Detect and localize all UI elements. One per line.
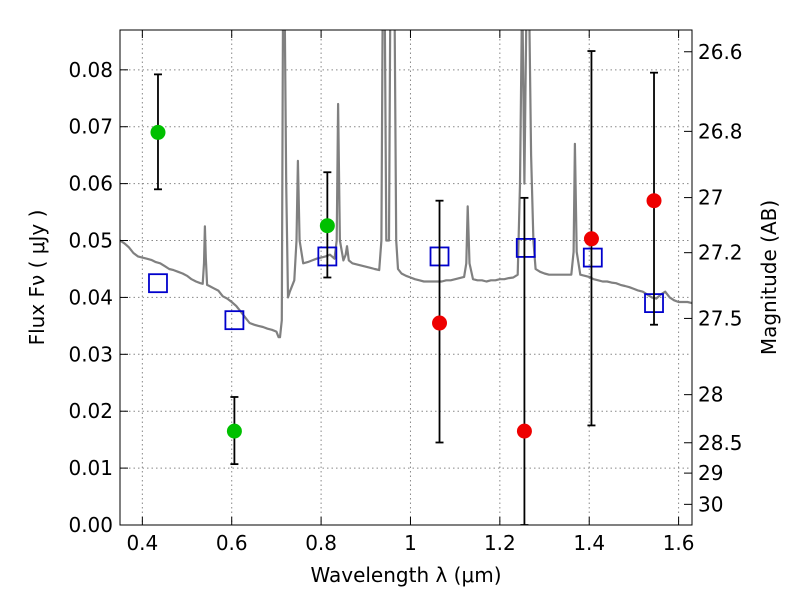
y-tick-label: 0.05 (68, 229, 113, 253)
photometry-point (150, 124, 166, 140)
model-flux-square (582, 247, 603, 268)
mag-tick-label: 27 (698, 186, 723, 210)
x-tick-label: 0.8 (305, 531, 337, 555)
y-tick-label: 0.08 (68, 58, 113, 82)
mag-tick-label: 27.5 (698, 306, 743, 330)
x-tick-label: 0.4 (126, 531, 158, 555)
mag-tick-label: 27.2 (698, 241, 743, 265)
axes: 0.4 0.6 0.8 1 1.2 1.4 1.6 0.00 0.01 0.02 0.03 0.04 0… (68, 30, 743, 555)
grid (120, 30, 692, 526)
y-tick-label: 0.06 (68, 172, 113, 196)
photometry-point (516, 423, 532, 439)
x-tick-label: 1.6 (663, 531, 695, 555)
mag-tick-label: 26.6 (698, 40, 743, 64)
mag-tick-label: 28.5 (698, 431, 743, 455)
photometry-point (432, 315, 448, 331)
plot-frame (119, 29, 693, 526)
x-tick-label: 1 (404, 531, 417, 555)
x-tick-label: 0.6 (216, 531, 248, 555)
y-tick-label: 0.01 (68, 456, 113, 480)
photometry-point (319, 218, 335, 234)
y-tick-label: 0.02 (68, 399, 113, 423)
model-flux-square (224, 310, 245, 331)
y-axis-label: Flux Fν ( μJy ) (25, 210, 49, 346)
y-tick-label: 0.07 (68, 115, 113, 139)
y-tick-label: 0.04 (68, 285, 113, 309)
x-tick-label: 1.4 (573, 531, 605, 555)
model-flux-square (148, 273, 168, 294)
plot-area (120, 30, 692, 525)
mag-tick-label: 29 (698, 461, 723, 485)
mag-tick-label: 26.8 (698, 119, 743, 143)
x-axis-label: Wavelength λ (μm) (310, 563, 501, 587)
mag-tick-label: 30 (698, 492, 723, 516)
photometry-point (226, 423, 242, 439)
photometry-point (583, 231, 599, 247)
model-flux-square (515, 238, 536, 258)
y-tick-label: 0.00 (68, 513, 113, 537)
photometry-point (646, 193, 662, 209)
mag-tick-label: 28 (698, 383, 723, 407)
x-tick-label: 1.2 (484, 531, 516, 555)
model-spectrum-line (120, 30, 692, 339)
right-axis-label: Magnitude (AB) (757, 200, 781, 355)
y-tick-label: 0.03 (68, 342, 113, 366)
